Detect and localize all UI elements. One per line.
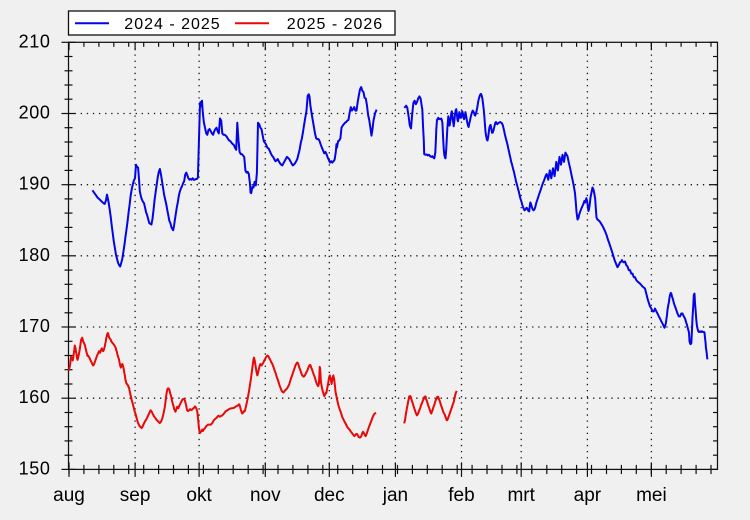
svg-text:210: 210: [19, 31, 51, 51]
svg-text:nov: nov: [250, 485, 281, 506]
svg-text:170: 170: [19, 316, 51, 336]
svg-text:aug: aug: [53, 485, 85, 506]
svg-text:mei: mei: [636, 485, 667, 506]
svg-text:jan: jan: [382, 485, 408, 506]
svg-text:sep: sep: [120, 485, 151, 506]
svg-text:okt: okt: [186, 485, 212, 506]
svg-text:160: 160: [19, 387, 51, 407]
svg-text:mrt: mrt: [507, 485, 535, 506]
svg-text:200: 200: [19, 103, 51, 123]
svg-text:190: 190: [19, 174, 51, 194]
svg-text:apr: apr: [574, 485, 602, 506]
svg-text:180: 180: [19, 245, 51, 265]
svg-text:2024 - 2025: 2024 - 2025: [124, 16, 220, 33]
svg-text:150: 150: [19, 458, 51, 478]
svg-text:feb: feb: [448, 485, 474, 506]
svg-text:2025 - 2026: 2025 - 2026: [287, 16, 383, 33]
svg-text:dec: dec: [314, 485, 345, 506]
